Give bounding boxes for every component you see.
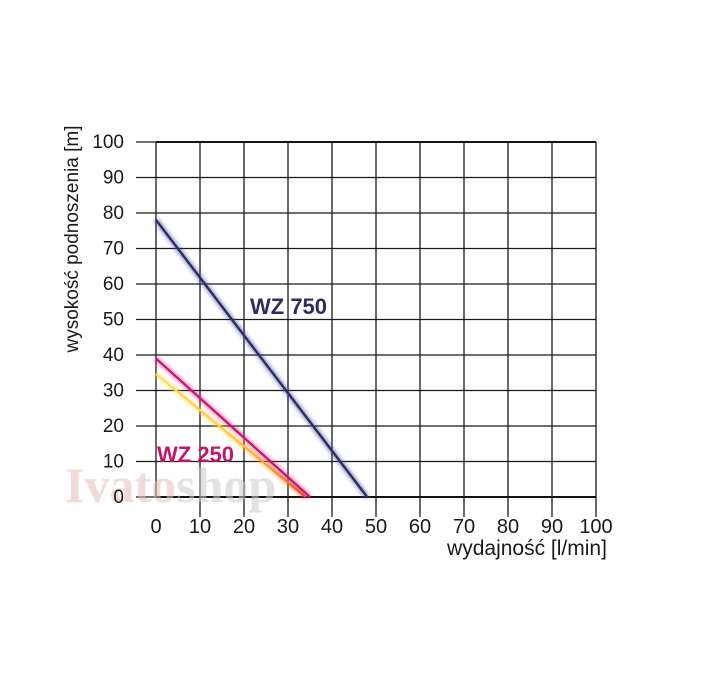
svg-text:60: 60 bbox=[409, 516, 431, 538]
svg-text:40: 40 bbox=[321, 516, 343, 538]
svg-text:0: 0 bbox=[113, 487, 124, 508]
svg-text:20: 20 bbox=[103, 416, 124, 437]
svg-text:WZ 750: WZ 750 bbox=[250, 294, 327, 319]
svg-text:wysokość podnoszenia [m]: wysokość podnoszenia [m] bbox=[62, 125, 83, 353]
svg-text:60: 60 bbox=[103, 274, 124, 295]
svg-text:70: 70 bbox=[453, 516, 475, 538]
svg-text:90: 90 bbox=[103, 168, 124, 189]
svg-text:40: 40 bbox=[103, 345, 124, 366]
svg-text:10: 10 bbox=[189, 516, 211, 538]
svg-text:30: 30 bbox=[277, 516, 299, 538]
svg-text:20: 20 bbox=[233, 516, 255, 538]
svg-text:50: 50 bbox=[103, 310, 124, 331]
svg-text:100: 100 bbox=[579, 516, 612, 538]
svg-text:70: 70 bbox=[103, 239, 124, 260]
svg-text:80: 80 bbox=[103, 203, 124, 224]
svg-text:0: 0 bbox=[150, 516, 161, 538]
svg-text:30: 30 bbox=[103, 381, 124, 402]
svg-text:50: 50 bbox=[365, 516, 387, 538]
svg-text:100: 100 bbox=[92, 132, 124, 153]
svg-text:90: 90 bbox=[541, 516, 563, 538]
svg-text:wydajność [l/min]: wydajność [l/min] bbox=[446, 537, 607, 560]
svg-text:80: 80 bbox=[497, 516, 519, 538]
svg-text:Ivatoshop: Ivatoshop bbox=[65, 457, 276, 513]
svg-text:10: 10 bbox=[103, 452, 124, 473]
